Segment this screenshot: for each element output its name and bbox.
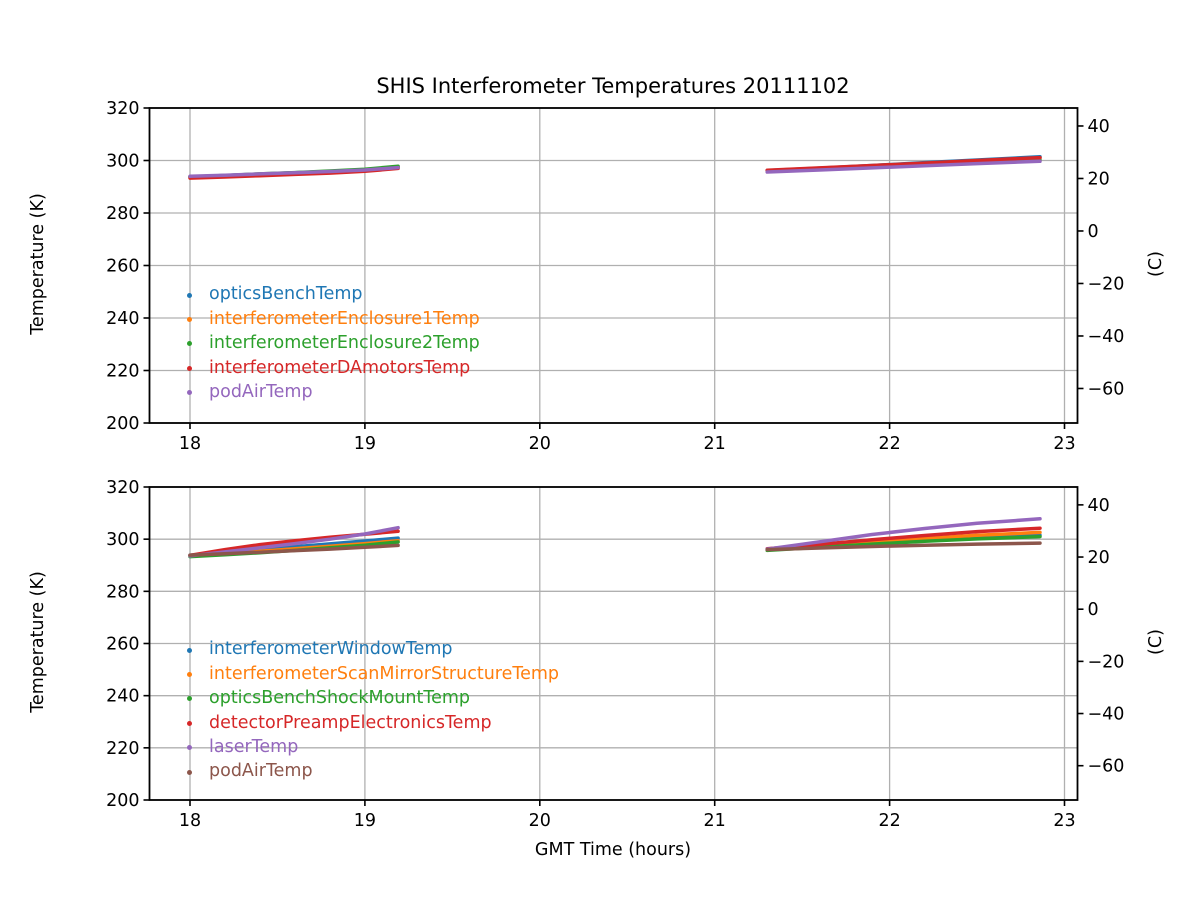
legend-item: interferometerEnclosure1Temp bbox=[180, 307, 480, 331]
legend-marker-dot bbox=[187, 317, 192, 323]
legend-item-label: interferometerEnclosure1Temp bbox=[209, 308, 480, 329]
legend-item: interferometerEnclosure2Temp bbox=[180, 332, 480, 356]
legend-item: podAirTemp bbox=[180, 760, 559, 784]
y-tick-label-left: 240 bbox=[106, 309, 139, 329]
legend: interferometerWindowTemp interferometerSc… bbox=[180, 638, 559, 784]
y-tick-label-right: 40 bbox=[1088, 496, 1110, 516]
legend-item-label: opticsBenchTemp bbox=[209, 284, 363, 305]
legend-item-label: detectorPreampElectronicsTemp bbox=[209, 712, 492, 733]
legend-item: opticsBenchShockMountTemp bbox=[180, 687, 559, 711]
legend-marker-dot bbox=[187, 720, 192, 726]
y-tick-label-left: 300 bbox=[106, 530, 139, 550]
legend-marker-dot bbox=[187, 341, 192, 347]
y-tick-label-left: 260 bbox=[106, 635, 139, 655]
series-line-laserTemp bbox=[765, 517, 1042, 551]
legend-marker-dot bbox=[187, 769, 192, 775]
y-tick-label-left: 220 bbox=[106, 362, 139, 382]
y-tick-label-left: 240 bbox=[106, 687, 139, 707]
x-tick-label: 19 bbox=[354, 811, 376, 831]
legend-marker-dot bbox=[187, 390, 192, 396]
series-line-podAirTemp bbox=[765, 541, 1042, 552]
y-tick-label-left: 320 bbox=[106, 99, 139, 119]
legend-item-label: interferometerScanMirrorStructureTemp bbox=[209, 663, 560, 684]
series-line-podAirTemp bbox=[188, 543, 400, 557]
y-tick-label-right: 0 bbox=[1088, 600, 1099, 620]
x-tick-label: 23 bbox=[1053, 434, 1075, 454]
legend-item-label: podAirTemp bbox=[209, 761, 313, 782]
legend-item: interferometerWindowTemp bbox=[180, 638, 559, 662]
y-axis-label-right: (C) bbox=[1146, 628, 1166, 655]
legend-marker-dot bbox=[187, 365, 192, 371]
legend-item: laserTemp bbox=[180, 736, 559, 760]
legend-item: interferometerDAmotorsTemp bbox=[180, 356, 480, 380]
chart-title: SHIS Interferometer Temperatures 2011110… bbox=[376, 74, 850, 98]
y-tick-label-right: −60 bbox=[1088, 379, 1125, 399]
y-tick-label-left: 280 bbox=[106, 204, 139, 224]
legend-item-label: interferometerDAmotorsTemp bbox=[209, 357, 471, 378]
y-tick-label-right: 20 bbox=[1088, 548, 1110, 568]
legend-marker-dot bbox=[187, 696, 192, 702]
y-tick-label-left: 200 bbox=[106, 791, 139, 811]
series-line-laserTemp bbox=[188, 525, 400, 558]
legend-item-label: podAirTemp bbox=[209, 382, 313, 402]
legend-item: opticsBenchTemp bbox=[180, 283, 480, 307]
y-tick-label-left: 260 bbox=[106, 257, 139, 277]
y-tick-label-right: 20 bbox=[1088, 169, 1110, 189]
series-line-podAirTemp bbox=[765, 159, 1042, 174]
x-axis-label: GMT Time (hours) bbox=[534, 840, 692, 860]
x-tick-label: 23 bbox=[1053, 811, 1075, 831]
x-tick-label: 20 bbox=[529, 811, 551, 831]
y-tick-label-left: 280 bbox=[106, 582, 139, 602]
legend-item: interferometerScanMirrorStructureTemp bbox=[180, 662, 559, 686]
series-line-interferometerDAmotorsTemp bbox=[765, 155, 1042, 172]
y-tick-label-right: −20 bbox=[1088, 274, 1125, 294]
legend-item-label: laserTemp bbox=[209, 737, 299, 757]
y-axis-label-left: Temperature (K) bbox=[28, 570, 48, 713]
x-tick-label: 22 bbox=[878, 811, 900, 831]
legend-marker-dot bbox=[187, 647, 192, 653]
y-tick-label-right: −20 bbox=[1088, 652, 1125, 672]
y-tick-label-left: 300 bbox=[106, 152, 139, 172]
x-tick-label: 18 bbox=[179, 434, 201, 454]
series-line-detectorPreampElectronicsTemp bbox=[765, 526, 1042, 551]
y-tick-label-right: 40 bbox=[1088, 117, 1110, 137]
x-tick-label: 21 bbox=[704, 434, 726, 454]
y-tick-label-left: 200 bbox=[106, 414, 139, 434]
legend-marker-dot bbox=[187, 672, 192, 678]
legend-item: podAirTemp bbox=[180, 381, 480, 405]
y-tick-label-right: −40 bbox=[1088, 327, 1125, 347]
y-tick-label-left: 320 bbox=[106, 478, 139, 498]
legend-item-label: opticsBenchShockMountTemp bbox=[209, 688, 471, 709]
y-tick-label-right: −40 bbox=[1088, 705, 1125, 725]
y-axis-label-left: Temperature (K) bbox=[28, 192, 48, 335]
legend-item-label: interferometerWindowTemp bbox=[209, 639, 453, 660]
legend-item: detectorPreampElectronicsTemp bbox=[180, 711, 559, 735]
x-tick-label: 21 bbox=[704, 811, 726, 831]
legend-item-label: interferometerEnclosure2Temp bbox=[209, 333, 480, 354]
legend: opticsBenchTemp interferometerEnclosure1T… bbox=[180, 283, 480, 405]
x-tick-label: 20 bbox=[529, 434, 551, 454]
x-tick-label: 22 bbox=[878, 434, 900, 454]
legend-marker-dot bbox=[187, 745, 192, 751]
y-axis-label-right: (C) bbox=[1146, 250, 1166, 277]
y-tick-label-right: −60 bbox=[1088, 757, 1125, 777]
x-tick-label: 19 bbox=[354, 434, 376, 454]
y-tick-label-right: 0 bbox=[1088, 222, 1099, 242]
legend-marker-dot bbox=[187, 292, 192, 298]
series-line-podAirTemp bbox=[188, 165, 400, 179]
y-tick-label-left: 220 bbox=[106, 739, 139, 759]
x-tick-label: 18 bbox=[179, 811, 201, 831]
